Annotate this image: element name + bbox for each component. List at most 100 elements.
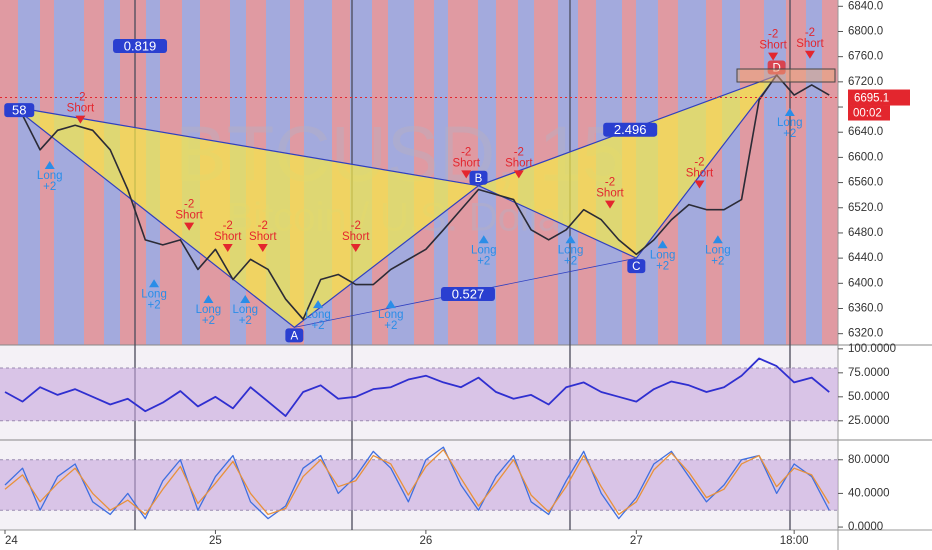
signal-qty: -2: [223, 220, 233, 232]
signal-label: Short: [596, 188, 624, 200]
y-tick-label: 6600.0: [848, 151, 883, 163]
x-tick-label: 24: [5, 535, 18, 547]
y-tick-label: 6400.0: [848, 277, 883, 289]
signal-label: Short: [796, 38, 824, 50]
signal-qty: +2: [477, 255, 490, 267]
target-zone: [736, 68, 836, 83]
signal-arrow: [478, 235, 489, 244]
x-tick-label: 18:00: [780, 535, 809, 547]
signal-label: Long: [141, 288, 167, 300]
y-tick-label: 6360.0: [848, 303, 883, 315]
pattern-point-box: [285, 328, 304, 343]
signal-label: Long: [558, 244, 584, 256]
signal-arrow: [350, 244, 361, 253]
signal-label: Short: [759, 40, 787, 52]
y-tick-label: 6480.0: [848, 227, 883, 239]
signal-arrow: [657, 240, 668, 249]
session-stripe: [786, 0, 806, 345]
pattern-point-label: C: [632, 261, 640, 273]
signal-qty: +2: [564, 255, 577, 267]
session-stripe: [18, 0, 40, 345]
signal-qty: +2: [384, 320, 397, 332]
y-tick-label: 75.0000: [848, 367, 890, 379]
signal-qty: +2: [239, 315, 252, 327]
signal-label: Long: [650, 249, 676, 261]
signal-qty: -2: [768, 29, 778, 41]
price-line: [4, 357, 830, 417]
signal-label: Long: [305, 309, 331, 321]
signal-label: Long: [232, 304, 258, 316]
signal-label: Long: [378, 309, 404, 321]
session-stripe: [40, 0, 54, 345]
signal-arrow: [605, 200, 616, 209]
indicator-band: [0, 368, 838, 421]
y-tick-label: 6640.0: [848, 126, 883, 138]
session-stripe: [84, 0, 104, 345]
ratio-box: [4, 103, 35, 118]
signal-arrow: [75, 115, 86, 124]
price-line: [4, 449, 830, 516]
signal-arrow: [461, 170, 472, 179]
signal-label: Short: [214, 231, 242, 243]
signal-qty: -2: [258, 220, 268, 232]
signal-label: Long: [705, 244, 731, 256]
y-tick-label: 6720.0: [848, 76, 883, 88]
signal-arrow: [203, 295, 214, 304]
ratio-label: 0.527: [452, 286, 485, 301]
indicator-band: [0, 459, 838, 511]
y-tick-label: 0.0000: [848, 521, 883, 533]
signal-qty: +2: [43, 181, 56, 193]
signal-arrow: [44, 160, 55, 169]
ratio-label: 0.819: [124, 38, 157, 53]
signal-label: Short: [67, 103, 95, 115]
signal-arrow: [257, 244, 268, 253]
price-line: [4, 74, 830, 320]
session-stripe: [496, 0, 518, 345]
signal-arrow: [694, 180, 705, 189]
y-tick-label: 6440.0: [848, 252, 883, 264]
signal-qty: +2: [202, 315, 215, 327]
y-tick-label: 80.0000: [848, 454, 890, 466]
signal-qty: -2: [461, 146, 471, 158]
signal-arrow: [768, 52, 779, 61]
signal-arrow: [385, 300, 396, 309]
y-tick-label: 6320.0: [848, 328, 883, 340]
signal-arrow: [565, 235, 576, 244]
y-tick-label: 50.0000: [848, 391, 890, 403]
pattern-leg: [13, 106, 479, 187]
signal-qty: -2: [514, 146, 524, 158]
last-price-label: 6695.1: [854, 93, 889, 105]
pattern-point-box: [469, 170, 488, 185]
ratio-box: [603, 122, 658, 137]
y-tick-label: 40.0000: [848, 487, 890, 499]
pattern-point-label: B: [475, 173, 483, 185]
signal-arrow: [222, 244, 233, 253]
signal-qty: -2: [351, 220, 361, 232]
pattern-point-label: A: [291, 330, 299, 342]
session-stripe: [414, 0, 434, 345]
y-tick-label: 6800.0: [848, 26, 883, 38]
signal-label: Long: [777, 117, 803, 129]
signal-qty: -2: [184, 199, 194, 211]
y-tick-label: 6560.0: [848, 177, 883, 189]
session-stripe: [434, 0, 448, 345]
signal-qty: +2: [711, 255, 724, 267]
signal-qty: -2: [694, 156, 704, 168]
session-stripe: [722, 0, 740, 345]
signal-arrow: [804, 50, 815, 59]
signal-arrow: [784, 108, 795, 117]
signal-arrow: [513, 170, 524, 179]
y-tick-label: 6760.0: [848, 51, 883, 63]
signal-label: Short: [249, 231, 277, 243]
session-stripe: [822, 0, 838, 345]
signal-label: Short: [686, 167, 714, 179]
ratio-box: [113, 38, 168, 53]
signal-arrow: [712, 235, 723, 244]
signal-qty: +2: [783, 128, 796, 140]
ratio-label: 2.496: [614, 122, 647, 137]
signal-label: Short: [175, 210, 203, 222]
signal-label: Short: [342, 231, 370, 243]
signal-arrow: [149, 279, 160, 288]
signal-qty: -2: [605, 177, 615, 189]
ratio-box: [440, 287, 495, 302]
